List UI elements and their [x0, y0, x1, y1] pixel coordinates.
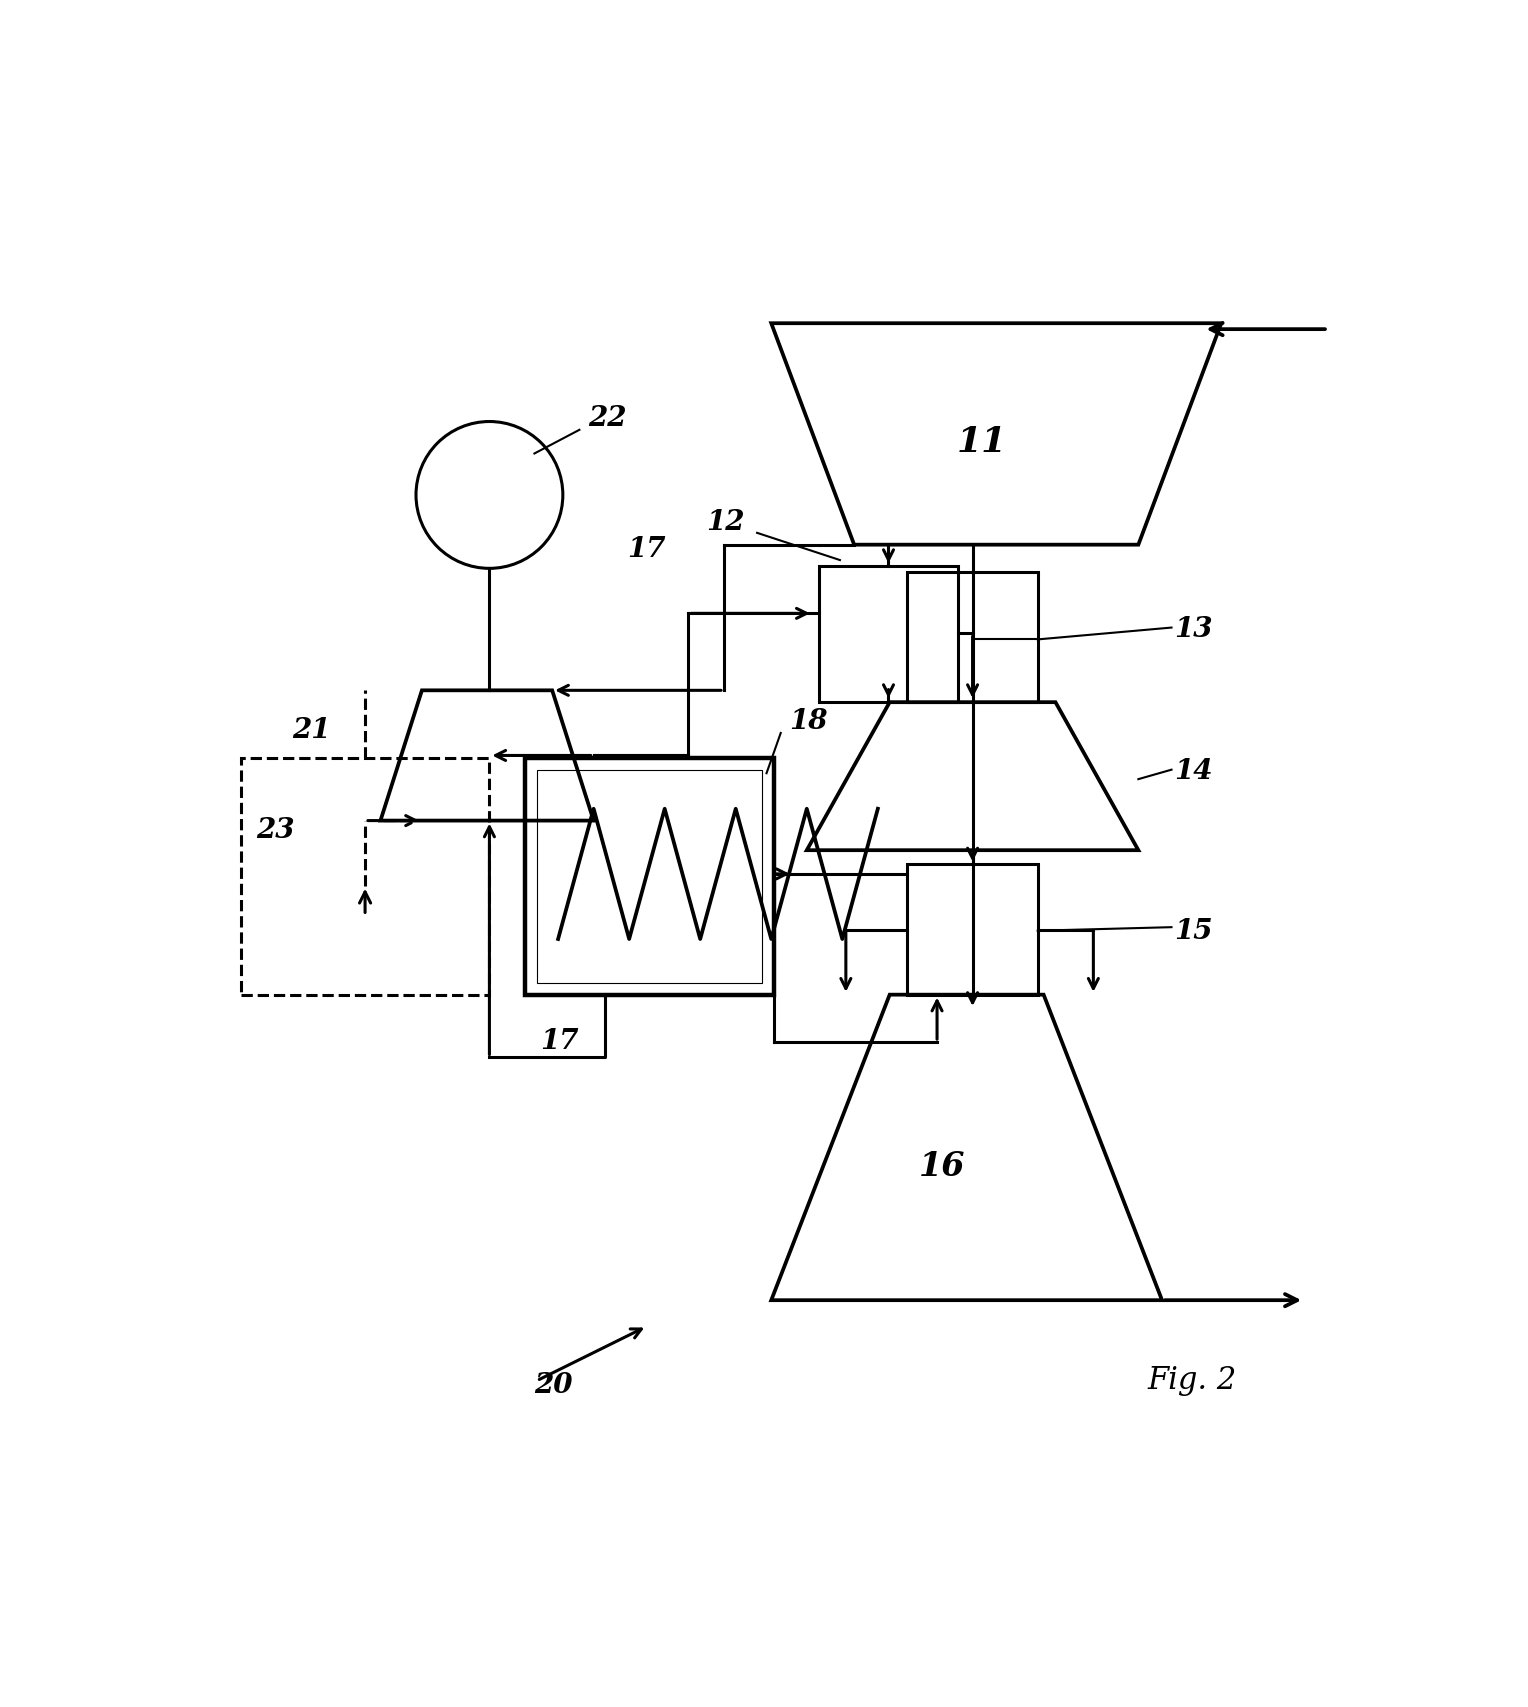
Bar [536, 770, 762, 983]
Text: 16: 16 [920, 1151, 966, 1183]
Bar [908, 864, 1038, 995]
Text: 23: 23 [257, 818, 295, 845]
Text: 13: 13 [1174, 616, 1212, 644]
Text: 14: 14 [1174, 758, 1212, 785]
Bar [908, 572, 1038, 702]
Bar [241, 758, 489, 995]
Text: Fig. 2: Fig. 2 [1148, 1366, 1236, 1396]
Text: 17: 17 [541, 1028, 579, 1055]
Text: 18: 18 [788, 708, 828, 736]
Text: 11: 11 [957, 425, 1007, 459]
Bar [819, 567, 958, 702]
Text: 15: 15 [1174, 918, 1212, 946]
Text: 12: 12 [706, 509, 744, 536]
Text: 17: 17 [626, 536, 665, 563]
Text: 22: 22 [588, 405, 626, 432]
Text: 21: 21 [292, 717, 330, 744]
Text: 20: 20 [535, 1371, 573, 1398]
Bar [526, 758, 773, 995]
